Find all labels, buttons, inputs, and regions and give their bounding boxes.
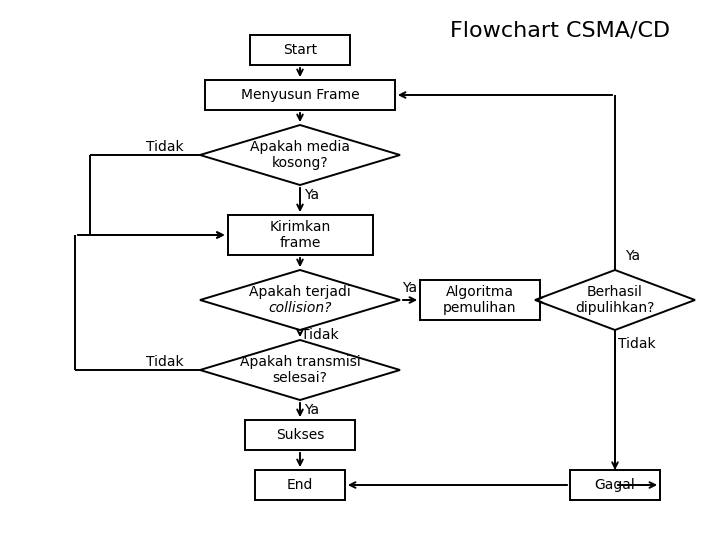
Bar: [245, 420, 355, 450]
Text: Ya: Ya: [305, 403, 320, 417]
Bar: [250, 35, 350, 65]
Text: Tidak: Tidak: [146, 355, 184, 369]
Text: Algoritma
pemulihan: Algoritma pemulihan: [444, 285, 517, 315]
Text: Start: Start: [283, 43, 317, 57]
Text: Ya: Ya: [626, 249, 641, 263]
Polygon shape: [200, 340, 400, 400]
Bar: [205, 80, 395, 110]
Polygon shape: [535, 270, 695, 330]
Text: collision?: collision?: [269, 301, 332, 315]
Text: Apakah terjadi: Apakah terjadi: [249, 285, 351, 299]
Text: Sukses: Sukses: [276, 428, 324, 442]
Polygon shape: [200, 270, 400, 330]
Bar: [570, 470, 660, 500]
Text: Ya: Ya: [402, 281, 418, 295]
Text: Gagal: Gagal: [595, 478, 635, 492]
Polygon shape: [200, 125, 400, 185]
Text: Flowchart CSMA/CD: Flowchart CSMA/CD: [450, 20, 670, 40]
Text: End: End: [287, 478, 313, 492]
Text: Menyusun Frame: Menyusun Frame: [240, 88, 359, 102]
Text: Kirimkan
frame: Kirimkan frame: [269, 220, 330, 250]
Text: Tidak: Tidak: [146, 140, 184, 154]
Text: Apakah media
kosong?: Apakah media kosong?: [250, 140, 350, 170]
Bar: [228, 215, 372, 255]
Text: Tidak: Tidak: [301, 328, 339, 342]
Bar: [420, 280, 540, 320]
Text: Apakah transmisi
selesai?: Apakah transmisi selesai?: [240, 355, 361, 385]
Text: Tidak: Tidak: [618, 337, 656, 351]
Text: Ya: Ya: [305, 188, 320, 202]
Bar: [255, 470, 345, 500]
Text: Berhasil
dipulihkan?: Berhasil dipulihkan?: [575, 285, 654, 315]
